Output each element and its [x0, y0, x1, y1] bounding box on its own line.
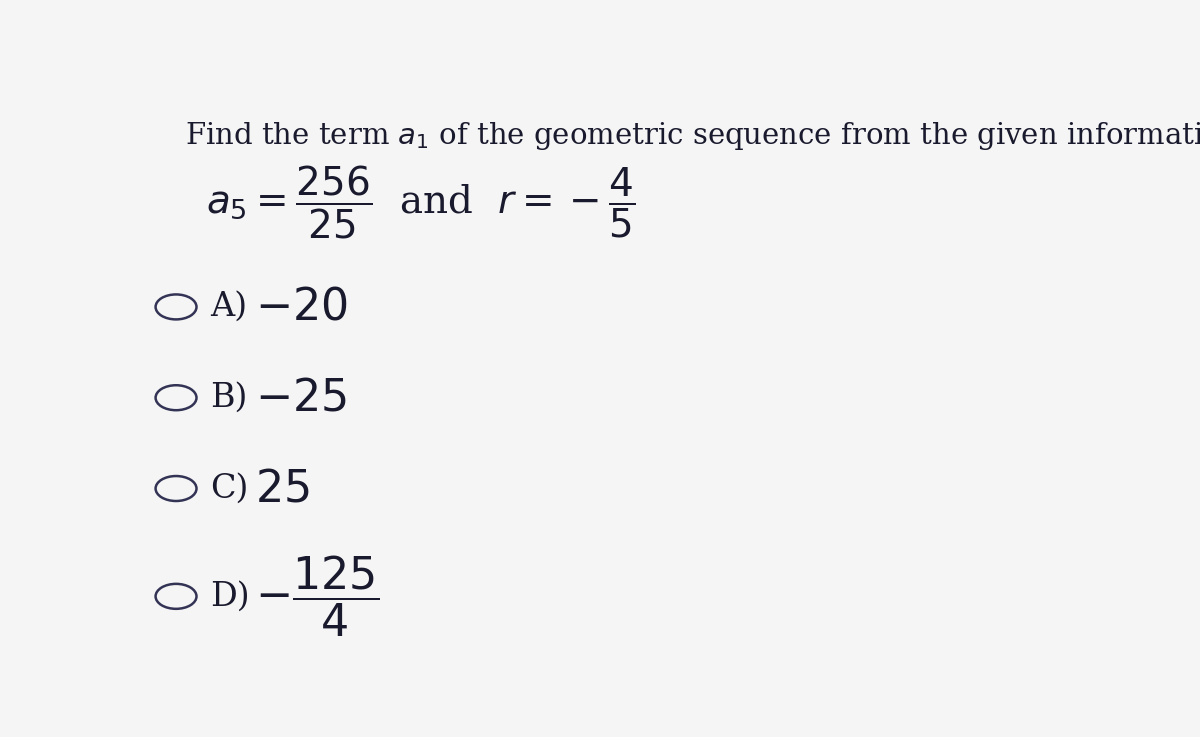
Text: $-20$: $-20$	[256, 285, 348, 329]
Text: A): A)	[210, 291, 247, 323]
Text: Find the term $\mathit{a}_1$ of the geometric sequence from the given informatio: Find the term $\mathit{a}_1$ of the geom…	[185, 119, 1200, 152]
Text: $-\dfrac{125}{4}$: $-\dfrac{125}{4}$	[256, 553, 379, 639]
Text: $a_5 = \dfrac{256}{25}$  and  $r = -\dfrac{4}{5}$: $a_5 = \dfrac{256}{25}$ and $r = -\dfrac…	[206, 164, 636, 240]
Text: $-25$: $-25$	[256, 376, 347, 419]
Text: C): C)	[210, 472, 248, 505]
Text: D): D)	[210, 580, 250, 612]
Text: B): B)	[210, 382, 248, 413]
Text: $25$: $25$	[256, 467, 310, 510]
